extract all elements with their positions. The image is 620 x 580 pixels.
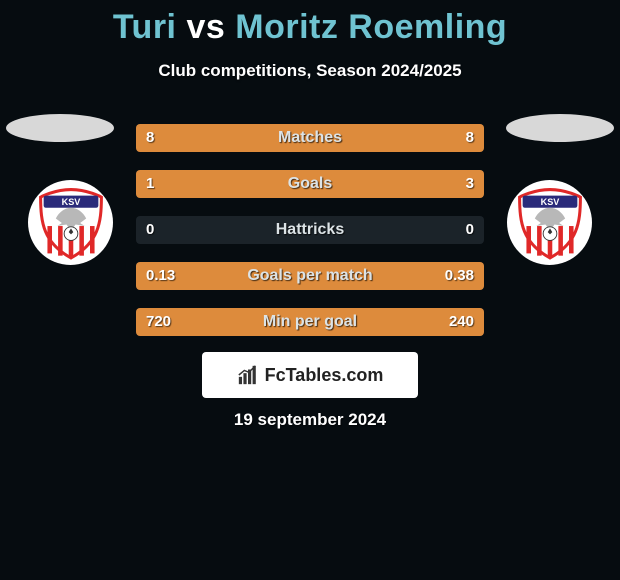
brand-text: FcTables.com bbox=[265, 365, 384, 386]
brand-badge: FcTables.com bbox=[202, 352, 418, 398]
stat-row: 13Goals bbox=[136, 170, 484, 198]
player2-club-crest: KSV bbox=[507, 180, 592, 265]
ksv-crest-icon: KSV bbox=[33, 185, 109, 261]
date-text: 19 september 2024 bbox=[0, 410, 620, 430]
stat-row: 88Matches bbox=[136, 124, 484, 152]
vs-text: vs bbox=[186, 8, 225, 46]
player1-shadow-ellipse bbox=[6, 114, 114, 142]
stat-label: Hattricks bbox=[136, 216, 484, 244]
stat-label: Goals per match bbox=[136, 262, 484, 290]
stat-row: 720240Min per goal bbox=[136, 308, 484, 336]
stat-label: Min per goal bbox=[136, 308, 484, 336]
svg-text:KSV: KSV bbox=[61, 196, 81, 206]
comparison-title: Turi vs Moritz Roemling bbox=[0, 0, 620, 47]
stat-row: 0.130.38Goals per match bbox=[136, 262, 484, 290]
bar-chart-icon bbox=[237, 364, 259, 386]
player1-name: Turi bbox=[113, 8, 177, 46]
subtitle: Club competitions, Season 2024/2025 bbox=[0, 61, 620, 81]
svg-text:KSV: KSV bbox=[540, 196, 560, 206]
stat-label: Goals bbox=[136, 170, 484, 198]
player1-club-crest: KSV bbox=[28, 180, 113, 265]
player2-shadow-ellipse bbox=[506, 114, 614, 142]
stat-label: Matches bbox=[136, 124, 484, 152]
stat-row: 00Hattricks bbox=[136, 216, 484, 244]
player2-name: Moritz Roemling bbox=[235, 8, 507, 46]
stat-bars-container: 88Matches 13Goals 00Hattricks 0.130.38Goals… bbox=[136, 124, 484, 354]
ksv-crest-icon: KSV bbox=[512, 185, 588, 261]
